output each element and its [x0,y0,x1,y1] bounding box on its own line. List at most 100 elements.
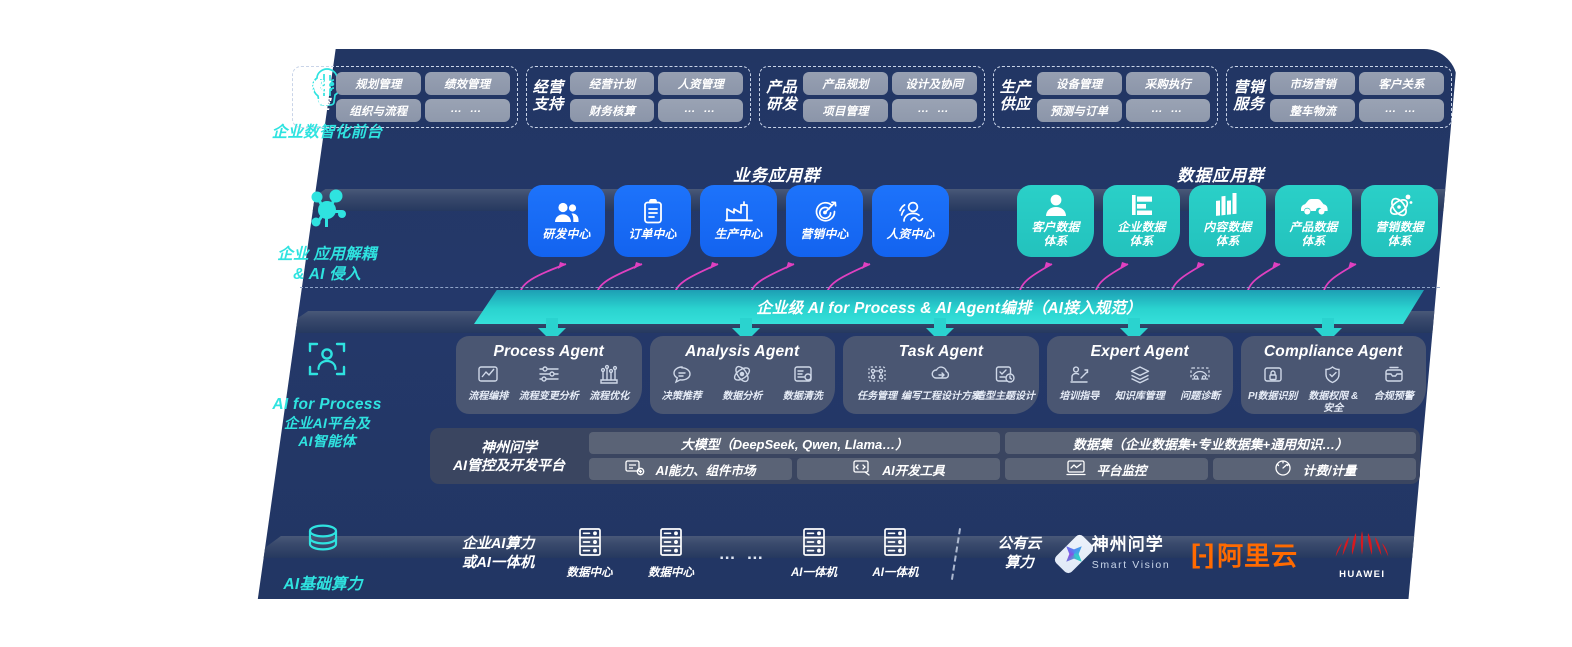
brain-head-icon [232,66,422,115]
domain-group-name: 营销 服务 [1233,79,1265,113]
platform-cell-billing[interactable]: 计费/计量 [1213,458,1416,480]
car-icon [1299,193,1329,217]
rail-label-compute: AI基础算力 [228,520,418,595]
agent-function[interactable]: 数据分析 [714,364,771,403]
agent-function[interactable]: 编写工程设计方案 [901,364,981,403]
task-grid-icon [866,364,888,389]
infra-node-ai-appliance-1[interactable]: AI一体机 [773,527,854,580]
agent-function[interactable]: PI数据识别 [1245,364,1302,414]
dataset-row[interactable]: 数据集（企业数据集+专业数据集+通用知识…） [1005,432,1416,454]
agent-function[interactable]: 知识库管理 [1112,364,1169,403]
domain-chip[interactable]: 规划管理 [336,72,421,95]
domain-chip-more[interactable]: … … [891,99,977,122]
agent-function[interactable]: 流程优化 [581,364,638,403]
domain-group-name: 战略 管控 [299,79,331,113]
agent-card-process[interactable]: Process Agent 流程编排 流程变更分析 流程优化 [456,336,642,414]
agent-function-label: PI数据识别 [1248,391,1298,402]
agent-card-analysis[interactable]: Analysis Agent 决策推荐 数据分析 数据清洗 [649,336,835,414]
huawei-logo-icon [1335,529,1389,568]
domain-chip-more[interactable]: … … [1125,99,1211,122]
domain-chip[interactable]: 产品规划 [803,72,888,95]
data-card-marketing[interactable]: 营销数据 体系 [1361,185,1438,257]
agent-card-expert[interactable]: Expert Agent 培训指导 知识库管理 问题诊断 [1047,336,1233,414]
user-icon [1045,193,1067,217]
app-card-order-center[interactable]: 订单中心 [614,185,691,257]
domain-chip[interactable]: 整车物流 [1270,99,1356,122]
infra-enterprise-compute: 企业AI算力 或AI一体机 [447,535,548,573]
data-card-content[interactable]: 内容数据 体系 [1189,185,1266,257]
infra-node-datacenter-1[interactable]: 数据中心 [549,527,630,580]
agent-function-label: 知识库管理 [1114,391,1165,402]
data-card-enterprise[interactable]: 企业数据 体系 [1103,185,1180,257]
domain-chip-more[interactable]: … … [424,99,510,122]
agent-function[interactable]: 数据清洗 [775,364,832,403]
infra-node-label: AI一体机 [872,567,919,580]
domain-chip[interactable]: 设计及协同 [891,72,977,95]
shield-data-icon [1322,364,1344,389]
domain-chip[interactable]: 市场营销 [1270,72,1356,95]
agent-function[interactable]: 培训指导 [1051,364,1108,403]
domain-chip[interactable]: 绩效管理 [424,72,510,95]
agent-function[interactable]: 任务管理 [847,364,907,403]
infra-node-label: AI一体机 [790,567,837,580]
infra-node-ai-appliance-2[interactable]: AI一体机 [855,527,936,580]
agent-function[interactable]: 问题诊断 [1172,364,1229,403]
vendor-logo-aliyun[interactable]: [-] 阿里云 [1177,536,1313,573]
vendor-name: 神州问学 [1091,534,1164,554]
data-card-product[interactable]: 产品数据 体系 [1275,185,1352,257]
platform-cell-component-market[interactable]: AI能力、组件市场 [589,458,792,480]
data-card-customer[interactable]: 客户数据 体系 [1017,185,1094,257]
domain-group-marketing-service[interactable]: 营销 服务 市场营销 客户关系 整车物流 … … [1226,66,1452,128]
app-card-marketing-center[interactable]: 营销中心 [786,185,863,257]
agent-function-label: 决策推荐 [661,391,702,402]
domain-chip[interactable]: 经营计划 [569,72,655,95]
agent-function[interactable]: 决策推荐 [654,364,711,403]
agent-card-task[interactable]: Task Agent 任务管理 编写工程设计方案 造型主题设计 [843,336,1039,414]
domain-chip[interactable]: 组织与流程 [336,99,421,122]
agent-function[interactable]: 流程变更分析 [519,364,579,403]
domain-group-production-supply[interactable]: 生产 供应 设备管理 采购执行 预测与订单 … … [992,66,1219,128]
domain-chip[interactable]: 采购执行 [1125,72,1211,95]
domain-chip[interactable]: 预测与订单 [1036,99,1122,122]
domain-group-product-rd[interactable]: 产品 研发 产品规划 设计及协同 项目管理 … … [759,66,985,128]
vendor-logo-huawei[interactable]: HUAWEI [1313,529,1413,580]
data-group-title: 数据应用群 [1177,167,1265,185]
domain-group-strategy[interactable]: 战略 管控 规划管理 绩效管理 组织与流程 … … [292,66,518,128]
domain-chip[interactable]: 客户关系 [1359,72,1444,95]
large-model-row[interactable]: 大模型（DeepSeek, Qwen, Llama…） [589,432,1000,454]
molecule-decouple-icon [232,186,422,237]
domain-group-operations[interactable]: 经营 支持 经营计划 人资管理 财务核算 … … [525,66,752,128]
platform-cell-dev-tool[interactable]: AI开发工具 [797,458,1000,480]
agent-name: Process Agent [493,343,605,360]
agent-function[interactable]: 合规预警 [1366,364,1423,414]
data-app-cards: 客户数据 体系 企业数据 体系 [1017,185,1438,257]
factory-icon [724,200,753,224]
vendor-logo-smart-vision[interactable]: 神州问学 Smart Vision [1052,532,1177,576]
layers-icon [1129,364,1151,389]
platform-cell-monitor[interactable]: 平台监控 [1005,458,1208,480]
agent-function[interactable]: 数据权限 & 安全 [1305,364,1362,414]
infra-node-ellipsis: … … [712,544,774,564]
platform-data-column: 数据集（企业数据集+专业数据集+通用知识…） 平台监控 计费/计量 [1005,432,1416,480]
dev-tool-icon [852,459,872,479]
agent-card-compliance[interactable]: Compliance Agent PI数据识别 数据权限 & 安全 合规预警 [1240,336,1426,414]
domain-chip-more[interactable]: … … [1359,99,1444,122]
infra-divider [936,528,976,580]
agent-function[interactable]: 造型主题设计 [975,364,1035,403]
domain-chip[interactable]: 设备管理 [1036,72,1122,95]
app-card-hr-center[interactable]: 人资中心 [872,185,949,257]
agent-function[interactable]: 流程编排 [460,364,517,403]
app-card-production-center[interactable]: 生产中心 [700,185,777,257]
domain-chip-more[interactable]: … … [658,99,744,122]
orchestration-banner[interactable]: 企业级 AI for Process & AI Agent编排（AI接入规范） [474,290,1424,324]
infrastructure-row: 企业AI算力 或AI一体机 数据中心 数据中心 … … AI一体机 AI一体机 [262,516,1412,592]
platform-cell-label: 计费/计量 [1302,463,1357,478]
app-card-rd-center[interactable]: 研发中心 [528,185,605,257]
domain-chip[interactable]: 项目管理 [803,99,888,122]
rail-label-line1: 企业 应用解耦 [277,246,377,263]
domain-chip[interactable]: 财务核算 [569,99,655,122]
server-icon [882,527,908,562]
domain-chip[interactable]: 人资管理 [658,72,744,95]
database-icon [228,520,418,567]
infra-node-datacenter-2[interactable]: 数据中心 [630,527,711,580]
